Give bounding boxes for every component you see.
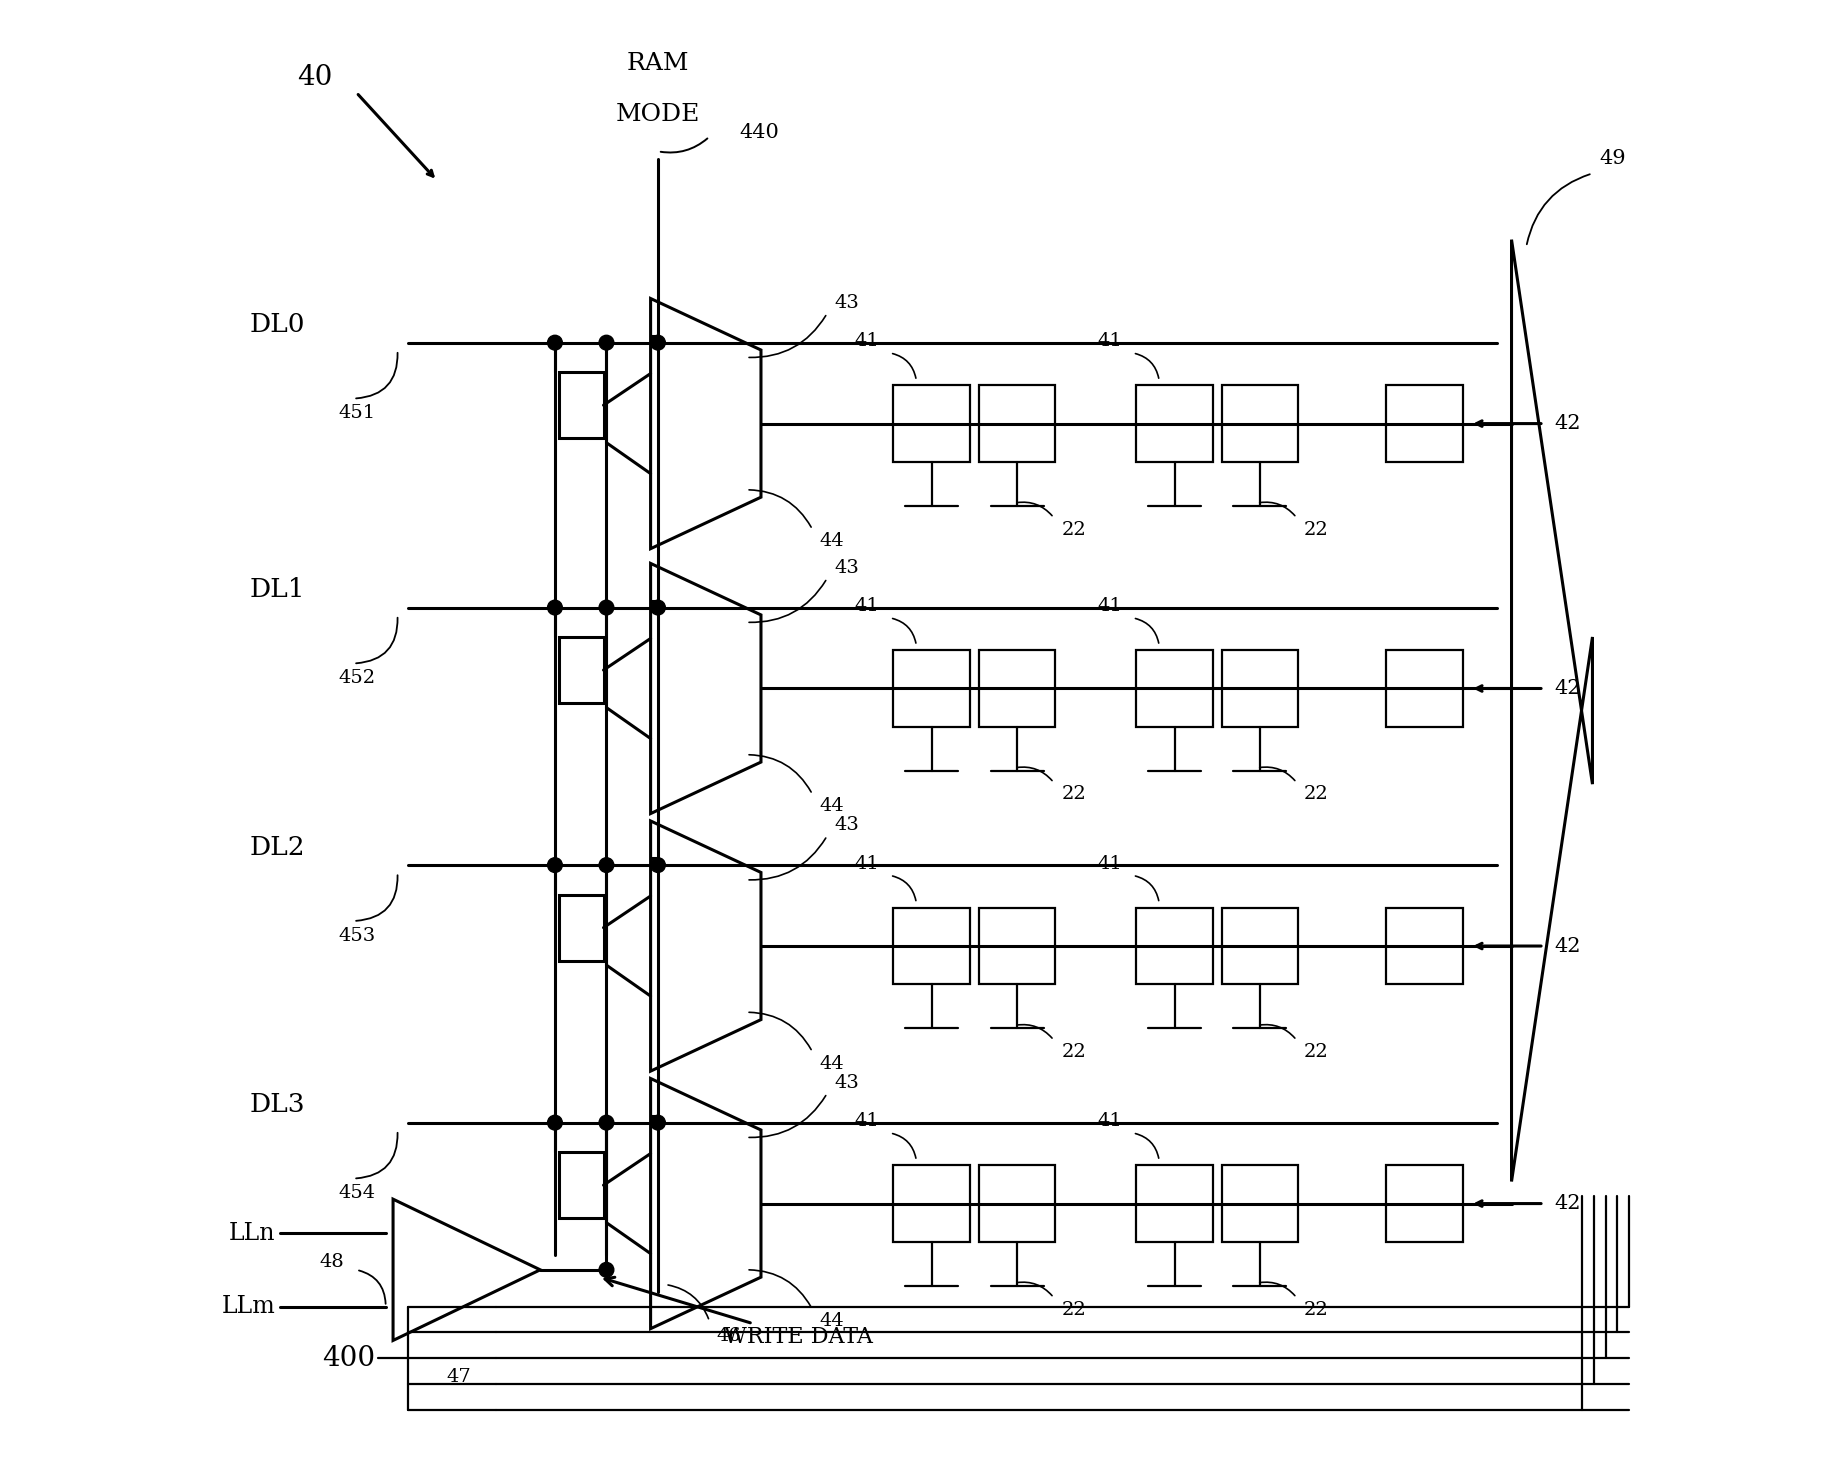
Text: 41: 41 (1096, 332, 1122, 351)
Bar (979, 907, 1054, 984)
Bar (1136, 385, 1211, 462)
Circle shape (598, 336, 613, 349)
Circle shape (598, 858, 613, 872)
Text: 44: 44 (820, 1313, 844, 1331)
Text: 454: 454 (339, 1184, 375, 1202)
Text: 22: 22 (1061, 1301, 1085, 1319)
Text: 452: 452 (339, 669, 375, 687)
Bar (1221, 385, 1297, 462)
Bar (1136, 650, 1211, 727)
Bar (1221, 1165, 1297, 1242)
Text: WRITE DATA: WRITE DATA (604, 1277, 873, 1348)
Text: 22: 22 (1061, 786, 1085, 804)
Text: 440: 440 (739, 123, 778, 142)
Text: 46: 46 (716, 1328, 741, 1345)
Text: LLn: LLn (229, 1221, 274, 1245)
Circle shape (650, 858, 664, 872)
Bar (979, 385, 1054, 462)
Bar (1136, 1165, 1211, 1242)
Text: 48: 48 (320, 1254, 344, 1271)
Text: 453: 453 (339, 926, 375, 944)
Text: DL3: DL3 (249, 1092, 304, 1117)
Bar (558, 636, 604, 703)
Circle shape (650, 336, 664, 349)
Bar (1221, 907, 1297, 984)
Text: MODE: MODE (615, 104, 699, 126)
Text: 44: 44 (820, 533, 844, 551)
Text: RAM: RAM (626, 52, 688, 74)
Circle shape (598, 1116, 613, 1131)
Text: 43: 43 (834, 559, 858, 577)
Text: 41: 41 (855, 596, 878, 616)
Text: DL1: DL1 (249, 577, 304, 602)
Circle shape (650, 601, 664, 614)
Bar (1136, 907, 1211, 984)
Bar (1385, 650, 1462, 727)
Text: 400: 400 (322, 1345, 375, 1372)
Bar (558, 371, 604, 438)
Bar (1385, 1165, 1462, 1242)
Text: LLm: LLm (221, 1295, 274, 1319)
Text: 41: 41 (855, 332, 878, 351)
Text: 42: 42 (1554, 679, 1579, 699)
Circle shape (598, 601, 613, 614)
Text: 43: 43 (834, 1074, 858, 1092)
Bar (893, 385, 970, 462)
Circle shape (547, 601, 562, 614)
Text: 49: 49 (1599, 149, 1625, 169)
Bar (979, 1165, 1054, 1242)
Text: 43: 43 (834, 817, 858, 835)
Text: 22: 22 (1061, 1043, 1085, 1061)
Circle shape (547, 858, 562, 872)
Text: DL0: DL0 (249, 312, 304, 337)
Bar (1221, 650, 1297, 727)
Text: 42: 42 (1554, 1194, 1579, 1214)
Bar (558, 894, 604, 961)
Circle shape (547, 336, 562, 349)
Circle shape (650, 1116, 664, 1131)
Text: 47: 47 (447, 1368, 472, 1387)
Text: 22: 22 (1303, 1301, 1329, 1319)
Circle shape (547, 1116, 562, 1131)
Bar (893, 907, 970, 984)
Text: 22: 22 (1303, 786, 1329, 804)
Text: 44: 44 (820, 1055, 844, 1073)
Text: 22: 22 (1303, 1043, 1329, 1061)
Text: 41: 41 (1096, 1111, 1122, 1131)
Text: 22: 22 (1061, 521, 1085, 539)
Text: 44: 44 (820, 798, 844, 815)
Text: DL2: DL2 (249, 835, 304, 860)
Text: 41: 41 (1096, 854, 1122, 873)
Text: 451: 451 (339, 404, 375, 422)
Bar (1385, 385, 1462, 462)
Text: 42: 42 (1554, 414, 1579, 434)
Text: 43: 43 (834, 295, 858, 312)
Circle shape (598, 1262, 613, 1277)
Text: 41: 41 (855, 854, 878, 873)
Bar (893, 650, 970, 727)
Text: 41: 41 (855, 1111, 878, 1131)
Bar (558, 1151, 604, 1218)
Text: 22: 22 (1303, 521, 1329, 539)
Bar (979, 650, 1054, 727)
Text: 42: 42 (1554, 937, 1579, 956)
Bar (893, 1165, 970, 1242)
Text: 40: 40 (296, 64, 333, 92)
Text: 41: 41 (1096, 596, 1122, 616)
Bar (1385, 907, 1462, 984)
